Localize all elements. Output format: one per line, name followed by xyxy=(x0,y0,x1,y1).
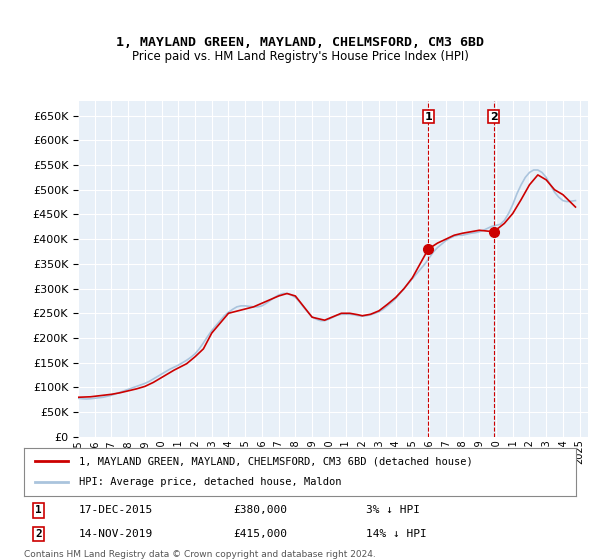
Text: 1, MAYLAND GREEN, MAYLAND, CHELMSFORD, CM3 6BD (detached house): 1, MAYLAND GREEN, MAYLAND, CHELMSFORD, C… xyxy=(79,456,473,466)
Text: 17-DEC-2015: 17-DEC-2015 xyxy=(79,505,154,515)
Text: HPI: Average price, detached house, Maldon: HPI: Average price, detached house, Mald… xyxy=(79,477,342,487)
Text: 1: 1 xyxy=(35,505,42,515)
Text: 1: 1 xyxy=(425,111,433,122)
Text: £380,000: £380,000 xyxy=(234,505,288,515)
Text: 2: 2 xyxy=(35,529,42,539)
Text: 14-NOV-2019: 14-NOV-2019 xyxy=(79,529,154,539)
Text: £415,000: £415,000 xyxy=(234,529,288,539)
Text: Price paid vs. HM Land Registry's House Price Index (HPI): Price paid vs. HM Land Registry's House … xyxy=(131,50,469,63)
Text: 3% ↓ HPI: 3% ↓ HPI xyxy=(366,505,420,515)
Text: 1, MAYLAND GREEN, MAYLAND, CHELMSFORD, CM3 6BD: 1, MAYLAND GREEN, MAYLAND, CHELMSFORD, C… xyxy=(116,36,484,49)
Text: 14% ↓ HPI: 14% ↓ HPI xyxy=(366,529,427,539)
Text: 2: 2 xyxy=(490,111,498,122)
Text: Contains HM Land Registry data © Crown copyright and database right 2024.
This d: Contains HM Land Registry data © Crown c… xyxy=(24,550,376,560)
